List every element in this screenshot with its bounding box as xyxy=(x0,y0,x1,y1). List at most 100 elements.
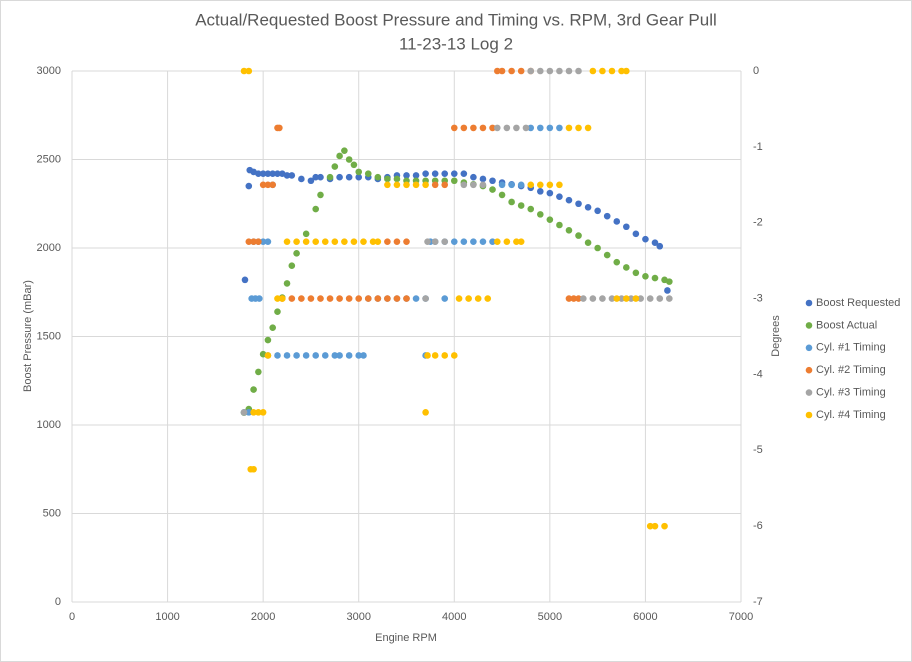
data-point xyxy=(618,295,625,302)
data-point xyxy=(312,238,320,245)
data-point xyxy=(537,188,544,195)
legend-marker xyxy=(805,299,813,307)
data-point xyxy=(422,409,429,416)
data-point xyxy=(608,67,616,75)
data-point xyxy=(422,295,429,302)
data-point xyxy=(623,67,630,75)
data-point xyxy=(364,295,372,302)
data-point xyxy=(274,170,281,177)
data-point xyxy=(666,278,673,285)
data-point xyxy=(245,409,253,416)
data-point xyxy=(565,196,573,204)
data-point xyxy=(355,173,363,181)
data-point xyxy=(513,238,520,245)
data-point xyxy=(517,181,525,189)
data-point xyxy=(623,264,630,271)
data-point xyxy=(537,181,544,189)
data-point xyxy=(269,324,277,331)
data-point xyxy=(431,238,439,245)
data-point xyxy=(450,238,458,245)
data-point xyxy=(527,181,535,189)
data-point xyxy=(360,238,367,245)
data-point xyxy=(460,124,468,132)
x-tick-label: 2000 xyxy=(251,611,275,623)
data-point xyxy=(627,295,635,302)
data-point xyxy=(307,177,315,185)
data-point xyxy=(470,124,477,132)
data-point xyxy=(589,295,597,302)
data-point xyxy=(441,238,449,245)
data-point xyxy=(317,173,324,181)
data-point xyxy=(317,191,324,199)
legend-label: Boost Requested xyxy=(816,297,900,309)
data-point xyxy=(393,238,401,245)
data-point xyxy=(321,238,329,245)
data-point xyxy=(312,205,320,213)
data-point xyxy=(326,295,334,302)
data-point xyxy=(369,238,377,245)
data-point xyxy=(336,173,343,181)
x-tick-label: 6000 xyxy=(633,611,657,623)
data-point xyxy=(493,67,501,75)
data-point xyxy=(651,274,659,282)
data-point xyxy=(250,238,257,245)
data-point xyxy=(498,191,506,199)
chart-subtitle: 11-23-13 Log 2 xyxy=(399,34,513,53)
data-point xyxy=(618,67,625,75)
data-point xyxy=(513,124,520,132)
data-point xyxy=(651,239,659,246)
data-point xyxy=(403,295,410,302)
data-point xyxy=(264,181,272,189)
legend-label: Boost Actual xyxy=(816,319,877,331)
data-point xyxy=(412,172,420,179)
data-point xyxy=(256,295,263,302)
data-point xyxy=(508,67,515,75)
data-point xyxy=(283,238,291,245)
legend-label: Cyl. #4 Timing xyxy=(816,409,886,421)
data-point xyxy=(450,177,458,185)
data-point xyxy=(623,295,630,302)
data-point xyxy=(293,250,300,257)
data-point xyxy=(498,181,506,189)
y-tick-label: 500 xyxy=(43,507,61,519)
data-point xyxy=(302,230,310,238)
data-point xyxy=(450,124,458,132)
data-point xyxy=(364,170,372,177)
data-point xyxy=(623,223,630,231)
data-point xyxy=(283,172,291,179)
data-point xyxy=(508,181,515,189)
data-point xyxy=(255,409,262,416)
data-point xyxy=(345,352,353,359)
data-point xyxy=(441,170,449,177)
data-point xyxy=(489,186,496,193)
data-point xyxy=(341,147,348,154)
y2-tick-label: -2 xyxy=(753,217,763,229)
y-axis-label: Boost Pressure (mBar) xyxy=(22,280,34,392)
data-point xyxy=(384,181,391,189)
data-point xyxy=(422,181,429,189)
data-point xyxy=(255,170,262,177)
data-point xyxy=(269,170,277,177)
data-point xyxy=(441,295,449,302)
x-tick-label: 5000 xyxy=(538,611,562,623)
data-point xyxy=(632,230,640,238)
data-point xyxy=(307,295,315,302)
data-point xyxy=(608,295,616,302)
y-tick-label: 3000 xyxy=(37,65,61,77)
data-point xyxy=(355,352,363,359)
y2-tick-label: 0 xyxy=(753,65,759,77)
data-point xyxy=(431,181,439,189)
data-point xyxy=(288,295,296,302)
data-point xyxy=(503,238,511,245)
data-point xyxy=(321,352,329,359)
y2-tick-label: -4 xyxy=(753,368,763,380)
data-point xyxy=(360,352,367,359)
data-point xyxy=(565,67,573,75)
data-point xyxy=(556,124,563,132)
data-point xyxy=(484,295,492,302)
y2-tick-label: -6 xyxy=(753,520,763,532)
data-point xyxy=(656,295,664,302)
data-point xyxy=(245,182,253,190)
data-point xyxy=(556,67,563,75)
data-point xyxy=(646,295,654,302)
